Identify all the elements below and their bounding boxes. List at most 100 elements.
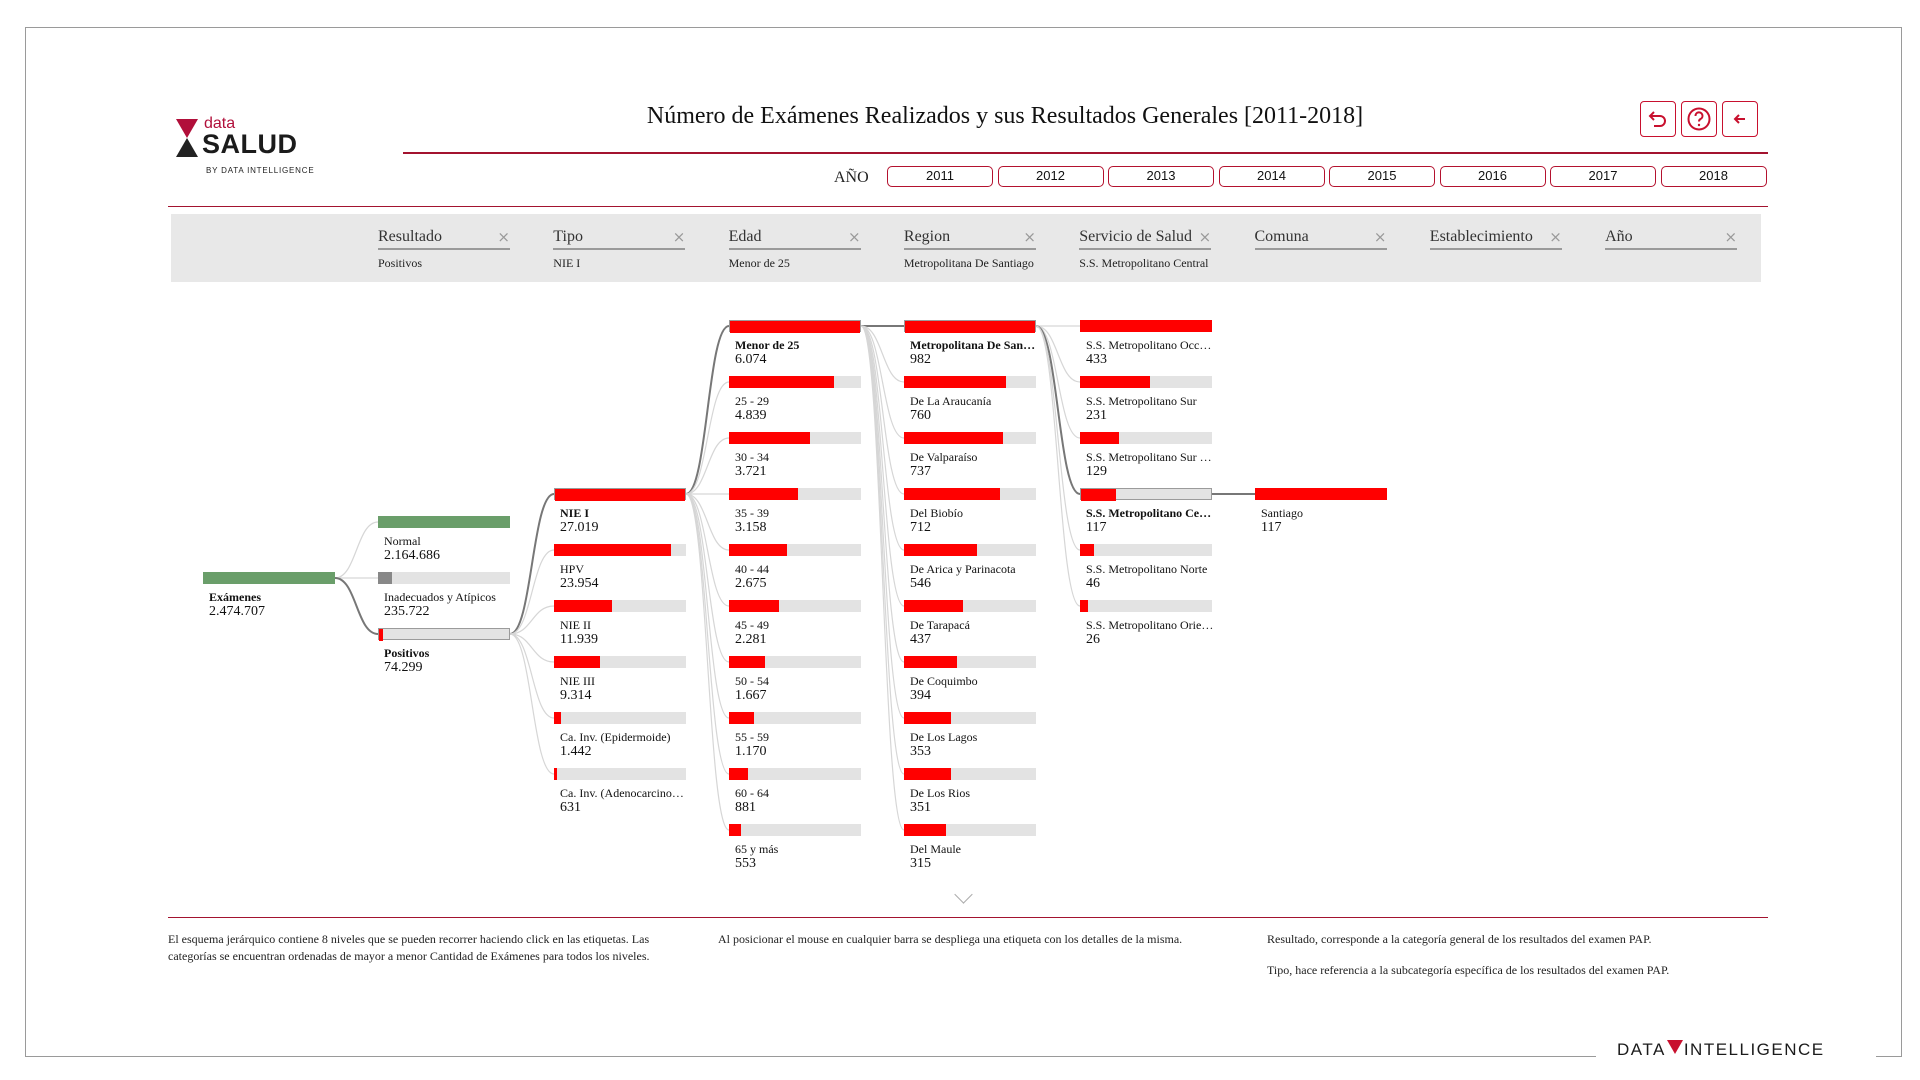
- node-edad[interactable]: 30 - 34 3.721: [729, 432, 861, 479]
- node-region[interactable]: De La Araucanía 760: [904, 376, 1036, 423]
- clear-filter-icon[interactable]: ×: [1023, 228, 1036, 246]
- year-button-2017[interactable]: 2017: [1550, 166, 1656, 187]
- node-root[interactable]: Exámenes 2.474.707: [203, 572, 335, 619]
- node-label[interactable]: 40 - 44: [735, 563, 769, 576]
- node-label[interactable]: 35 - 39: [735, 507, 769, 520]
- node-bar[interactable]: [554, 544, 686, 556]
- node-bar[interactable]: [1080, 544, 1212, 556]
- node-label[interactable]: Ca. Inv. (Adenocarcinoma): [560, 787, 688, 800]
- filter-region[interactable]: Region × Metropolitana De Santiago: [903, 228, 1036, 271]
- node-edad[interactable]: 50 - 54 1.667: [729, 656, 861, 703]
- back-button[interactable]: [1722, 101, 1758, 137]
- clear-filter-icon[interactable]: ×: [1549, 228, 1562, 246]
- node-label[interactable]: Del Maule: [910, 843, 961, 856]
- node-label[interactable]: S.S. Metropolitano Norte: [1086, 563, 1208, 576]
- node-edad[interactable]: 35 - 39 3.158: [729, 488, 861, 535]
- node-label[interactable]: 50 - 54: [735, 675, 769, 688]
- node-bar[interactable]: [554, 600, 686, 612]
- node-label[interactable]: Positivos: [384, 647, 430, 660]
- node-label[interactable]: De Tarapacá: [910, 619, 970, 632]
- node-tipo[interactable]: NIE I 27.019: [554, 488, 686, 535]
- node-label[interactable]: De Los Rios: [910, 787, 970, 800]
- node-label[interactable]: 30 - 34: [735, 451, 769, 464]
- node-bar[interactable]: [904, 768, 1036, 780]
- node-label[interactable]: NIE I: [560, 507, 590, 520]
- node-edad[interactable]: Menor de 25 6.074: [729, 320, 861, 367]
- node-region[interactable]: De Valparaíso 737: [904, 432, 1036, 479]
- node-label[interactable]: De Coquimbo: [910, 675, 978, 688]
- node-resultado[interactable]: Inadecuados y Atípicos 235.722: [378, 572, 510, 619]
- node-region[interactable]: De Los Lagos 353: [904, 712, 1036, 759]
- node-bar[interactable]: [729, 712, 861, 724]
- node-region[interactable]: Del Maule 315: [904, 824, 1036, 871]
- node-bar[interactable]: [1080, 320, 1212, 332]
- node-servicio[interactable]: S.S. Metropolitano Sur 231: [1080, 376, 1212, 423]
- node-label[interactable]: Inadecuados y Atípicos: [384, 591, 496, 604]
- node-bar[interactable]: [729, 768, 861, 780]
- node-bar[interactable]: [904, 488, 1036, 500]
- node-label[interactable]: HPV: [560, 563, 585, 576]
- node-bar[interactable]: [729, 544, 861, 556]
- node-label[interactable]: NIE III: [560, 675, 595, 688]
- node-label[interactable]: S.S. Metropolitano Sur Oriente: [1086, 451, 1214, 464]
- node-bar[interactable]: [554, 712, 686, 724]
- node-resultado[interactable]: Normal 2.164.686: [378, 516, 510, 563]
- filter-edad[interactable]: Edad × Menor de 25: [728, 228, 861, 271]
- year-button-2018[interactable]: 2018: [1660, 166, 1767, 187]
- node-resultado[interactable]: Positivos 74.299: [378, 628, 510, 675]
- node-tipo[interactable]: NIE III 9.314: [554, 656, 686, 703]
- node-bar[interactable]: [203, 572, 335, 584]
- node-label[interactable]: NIE II: [560, 619, 591, 632]
- node-bar[interactable]: [729, 824, 861, 836]
- filter-año[interactable]: Año ×: [1605, 228, 1738, 256]
- node-label[interactable]: 45 - 49: [735, 619, 769, 632]
- node-tipo[interactable]: Ca. Inv. (Adenocarcinoma) 631: [554, 768, 688, 815]
- clear-filter-icon[interactable]: ×: [1198, 228, 1212, 246]
- node-bar[interactable]: [904, 712, 1036, 724]
- node-bar[interactable]: [904, 544, 1036, 556]
- node-region[interactable]: De Coquimbo 394: [904, 656, 1036, 703]
- node-label[interactable]: 25 - 29: [735, 395, 769, 408]
- node-bar[interactable]: [1080, 432, 1212, 444]
- node-bar[interactable]: [554, 768, 686, 780]
- clear-filter-icon[interactable]: ×: [672, 228, 686, 246]
- node-servicio[interactable]: S.S. Metropolitano Oriente 26: [1080, 600, 1214, 647]
- year-button-2015[interactable]: 2015: [1329, 166, 1435, 187]
- node-label[interactable]: 60 - 64: [735, 787, 769, 800]
- node-edad[interactable]: 25 - 29 4.839: [729, 376, 861, 423]
- node-edad[interactable]: 45 - 49 2.281: [729, 600, 861, 647]
- node-label[interactable]: Santiago: [1261, 507, 1303, 520]
- node-bar[interactable]: [904, 824, 1036, 836]
- node-label[interactable]: Del Biobío: [910, 507, 963, 520]
- node-region[interactable]: Metropolitana De Santiago 982: [904, 320, 1038, 367]
- node-edad[interactable]: 40 - 44 2.675: [729, 544, 861, 591]
- year-button-2011[interactable]: 2011: [887, 166, 993, 187]
- node-bar[interactable]: [904, 320, 1036, 333]
- node-bar[interactable]: [378, 628, 510, 641]
- node-label[interactable]: Menor de 25: [735, 339, 800, 352]
- node-region[interactable]: De Los Rios 351: [904, 768, 1036, 815]
- node-label[interactable]: Ca. Inv. (Epidermoide): [560, 731, 671, 744]
- node-bar[interactable]: [1255, 488, 1387, 500]
- node-region[interactable]: Del Biobío 712: [904, 488, 1036, 535]
- node-servicio[interactable]: S.S. Metropolitano Central 117: [1080, 488, 1214, 535]
- node-bar[interactable]: [1080, 488, 1212, 501]
- node-bar[interactable]: [904, 376, 1036, 388]
- node-label[interactable]: S.S. Metropolitano Oriente: [1086, 619, 1214, 632]
- clear-filter-icon[interactable]: ×: [848, 228, 861, 246]
- node-bar[interactable]: [729, 656, 861, 668]
- node-label[interactable]: De La Araucanía: [910, 395, 992, 408]
- node-bar[interactable]: [1080, 600, 1212, 612]
- node-label[interactable]: S.S. Metropolitano Sur: [1086, 395, 1197, 408]
- node-bar[interactable]: [1080, 376, 1212, 388]
- filter-comuna[interactable]: Comuna ×: [1254, 228, 1387, 256]
- node-label[interactable]: De Arica y Parinacota: [910, 563, 1016, 576]
- node-label[interactable]: S.S. Metropolitano Central: [1086, 507, 1214, 520]
- node-bar[interactable]: [729, 488, 861, 500]
- node-edad[interactable]: 55 - 59 1.170: [729, 712, 861, 759]
- node-bar[interactable]: [904, 432, 1036, 444]
- node-bar[interactable]: [729, 432, 861, 444]
- node-bar[interactable]: [554, 656, 686, 668]
- node-tipo[interactable]: Ca. Inv. (Epidermoide) 1.442: [554, 712, 686, 759]
- node-bar[interactable]: [729, 376, 861, 388]
